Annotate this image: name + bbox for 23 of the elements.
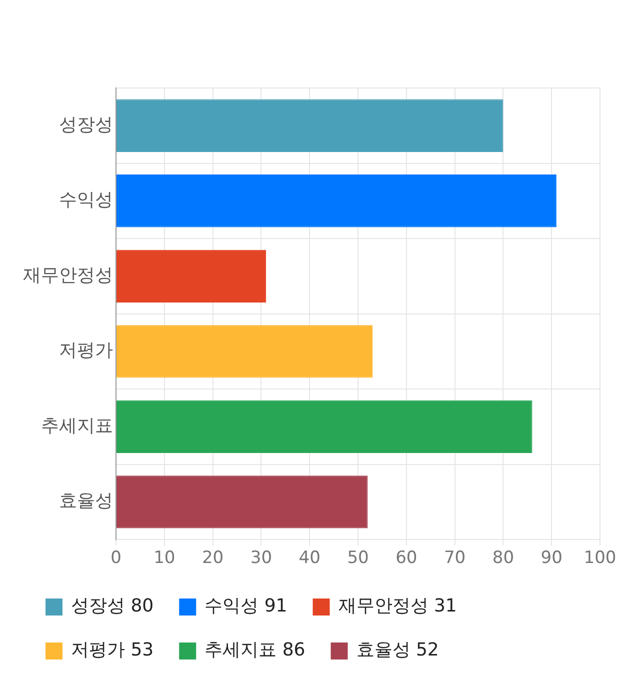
y-tick-label: 저평가 [59,340,113,362]
x-tick-label: 10 [154,548,176,568]
legend-label: 수익성 91 [204,596,288,617]
legend-label: 효율성 52 [356,640,439,661]
y-tick-label: 재무안정성 [23,264,113,286]
legend-label: 성장성 80 [71,596,154,617]
y-tick-label: 추세지표 [41,415,113,436]
x-tick-label: 30 [250,548,272,568]
y-tick-label: 수익성 [59,190,113,211]
x-tick-label: 60 [396,548,418,568]
x-tick-label: 0 [110,548,122,568]
x-tick-label: 50 [347,548,369,568]
x-tick-label: 20 [202,548,224,568]
x-tick-label: 40 [298,548,320,568]
y-tick-label: 성장성 [59,114,113,136]
legend-label: 저평가 53 [71,640,154,661]
x-tick-label: 80 [492,548,514,568]
legend-label: 재무안정성 31 [338,596,457,617]
y-tick-label: 효율성 [59,490,113,512]
x-tick-label: 90 [540,548,562,568]
x-tick-label: 100 [584,548,616,568]
legend-label: 추세지표 86 [204,640,306,661]
x-tick-label: 70 [444,548,466,568]
